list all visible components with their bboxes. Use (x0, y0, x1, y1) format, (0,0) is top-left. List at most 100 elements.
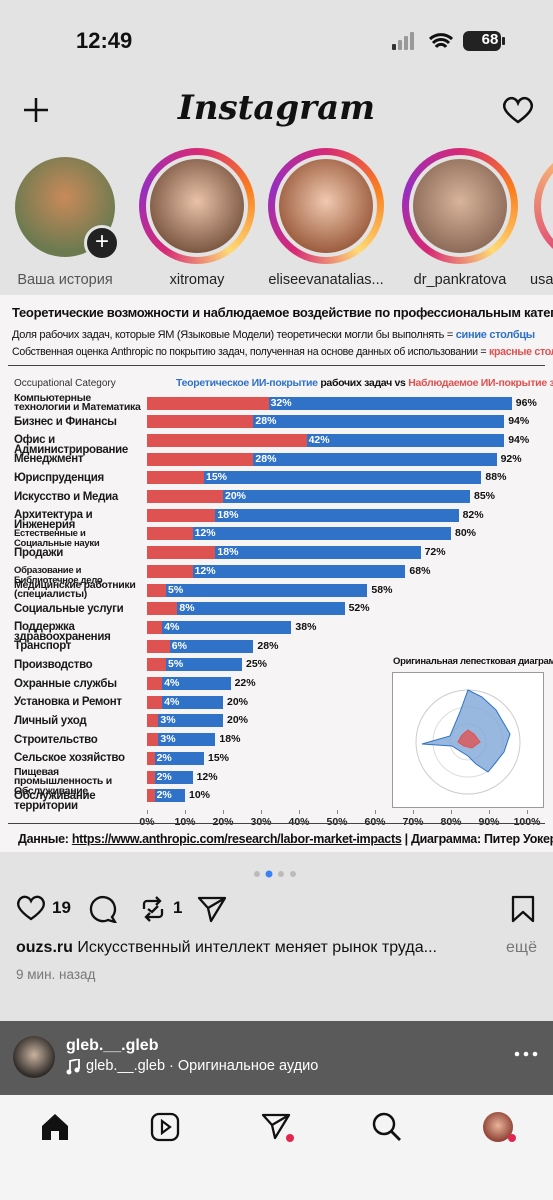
tick-mark (489, 809, 490, 814)
value-label: 94% (508, 415, 530, 428)
value-label: 8% (179, 602, 195, 615)
bar (147, 714, 159, 728)
bar (147, 508, 459, 522)
category-label: Производство (14, 658, 93, 671)
value-label: 25% (246, 658, 268, 671)
audio-track: gleb.__.gleb · Оригинальное аудио (86, 1058, 319, 1074)
source: Данные: https://www.anthropic.com/resear… (18, 832, 553, 846)
bar (147, 508, 216, 522)
value-label: 32% (270, 396, 292, 409)
category-label: Социальные услуги (14, 602, 124, 615)
x-tick-label: 50% (326, 815, 348, 828)
nav-home[interactable] (40, 1112, 70, 1142)
category-label: Бизнес и Финансы (14, 415, 117, 428)
value-label: 22% (234, 677, 256, 689)
tick-mark (375, 809, 376, 814)
tick-mark (223, 809, 224, 814)
like-button[interactable] (16, 895, 46, 921)
bar (147, 751, 204, 765)
bar (147, 583, 368, 597)
bar (147, 733, 159, 747)
category-label: Компьютерные технологии и Математика (14, 391, 141, 413)
story-avatar (279, 159, 373, 253)
logo: Instagram (177, 88, 376, 128)
value-label: 5% (168, 583, 184, 596)
story-avatar (413, 159, 507, 253)
add-story-button[interactable]: + (84, 225, 120, 261)
share-button[interactable] (196, 895, 228, 923)
bar (147, 490, 470, 503)
value-label: 94% (508, 433, 530, 446)
x-tick-label: 20% (212, 815, 234, 828)
nav-badge (508, 1134, 516, 1142)
value-label: 20% (225, 490, 247, 502)
tick-mark (147, 809, 148, 814)
value-label: 20% (227, 714, 249, 727)
bar (147, 677, 231, 690)
bar (147, 602, 345, 616)
tick-mark (185, 809, 186, 814)
value-label: 12% (196, 770, 218, 783)
category-label: Юриспруденция (14, 471, 104, 484)
bar (147, 471, 204, 485)
x-tick-label: 70% (402, 815, 424, 828)
bar (147, 564, 193, 578)
legend-entry: Наблюдаемое ИИ-покрытие задач (408, 377, 553, 389)
story-name: xitromay (169, 272, 225, 288)
bar (147, 620, 292, 634)
bar (147, 751, 155, 765)
source-link[interactable]: https://www.anthropic.com/research/labor… (71, 832, 402, 846)
nav-search[interactable] (372, 1112, 402, 1142)
value-label: 28% (255, 452, 277, 465)
chart-subtitle: Собственная оценка Anthropic по покрытию… (12, 346, 553, 358)
create-button[interactable] (22, 96, 50, 124)
bar (147, 527, 451, 541)
category-label: Офис и Администрирование (14, 434, 128, 457)
caption-more[interactable]: ещё (502, 939, 537, 957)
chart-subtitle: Доля рабочих задач, которые ЯМ (Языковые… (12, 329, 535, 341)
bar (147, 452, 254, 466)
value-label: 68% (409, 564, 431, 577)
bottom-nav (0, 1095, 553, 1200)
audio-bar[interactable] (0, 1021, 553, 1095)
nav-direct[interactable] (260, 1112, 296, 1144)
value-label: 52% (348, 602, 370, 615)
category-label: Архитектура и Инженерия (14, 509, 93, 532)
carousel-dots (254, 870, 296, 878)
bar (147, 602, 178, 616)
bar (147, 639, 170, 653)
bar (147, 433, 307, 447)
value-label: 92% (500, 452, 522, 465)
caption-text: Искусственный интеллект меняет рынок тру… (77, 939, 437, 956)
story-name: eliseevanatalias... (268, 272, 384, 288)
value-label: 2% (156, 751, 172, 764)
audio-avatar (13, 1036, 55, 1078)
value-label: 85% (474, 490, 496, 502)
bar (147, 658, 242, 672)
value-label: 72% (424, 546, 446, 559)
value-label: 42% (308, 433, 330, 446)
bar (147, 639, 254, 653)
value-label: 10% (189, 789, 211, 802)
category-label: Личный уход (14, 714, 87, 727)
audio-menu[interactable] (514, 1050, 538, 1058)
category-label: Обслуживание территории (14, 789, 96, 812)
comment-button[interactable] (88, 895, 118, 923)
bar (147, 527, 193, 541)
value-label: 12% (194, 527, 216, 540)
value-label: 4% (164, 620, 180, 633)
save-button[interactable] (510, 895, 536, 923)
value-label: 18% (217, 546, 239, 559)
caption-author[interactable]: ouzs.ru (16, 939, 73, 956)
x-tick-label: 90% (478, 815, 500, 828)
repost-button[interactable] (138, 895, 168, 923)
nav-reels[interactable] (150, 1112, 180, 1142)
notifications-button[interactable] (502, 96, 534, 124)
like-count: 19 (52, 898, 71, 917)
post-time: 9 мин. назад (16, 967, 96, 982)
bar (147, 695, 163, 709)
x-tick-label: 10% (174, 815, 196, 828)
value-label: 5% (168, 658, 184, 671)
category-label: Установка и Ремонт (14, 696, 122, 709)
